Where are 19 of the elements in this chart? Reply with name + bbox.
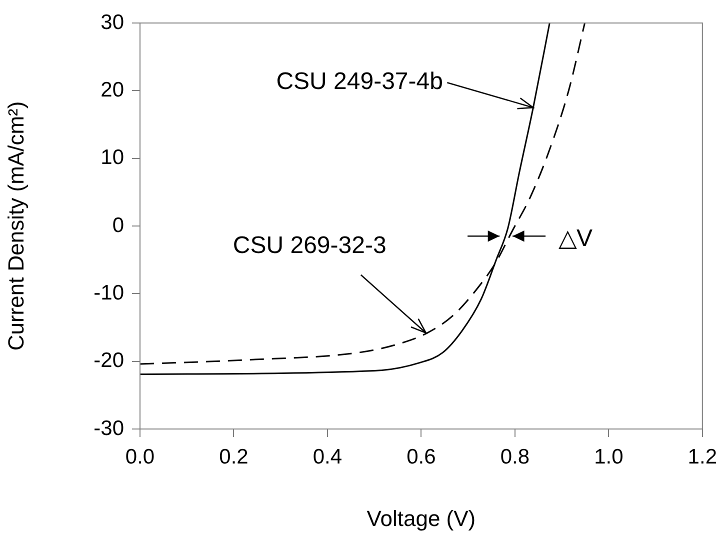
x-tick-label: 0.6 — [406, 445, 436, 468]
x-tick-label: 0.8 — [500, 445, 530, 468]
annotation: CSU 269-32-3 — [232, 232, 386, 259]
x-tick-label: 1.2 — [688, 445, 718, 468]
y-tick-label: -10 — [94, 281, 124, 304]
y-axis-title: Current Density (mA/cm²) — [3, 101, 28, 351]
x-tick-label: 1.0 — [594, 445, 624, 468]
x-axis-title: Voltage (V) — [366, 506, 476, 531]
annotation: △V — [558, 225, 593, 252]
x-tick-label: 0.0 — [125, 445, 155, 468]
y-tick-label: 20 — [100, 78, 124, 102]
y-tick-label: 30 — [100, 10, 124, 34]
y-tick-label: -20 — [94, 349, 124, 372]
y-tick-label: 0 — [112, 214, 124, 237]
x-tick-label: 0.4 — [312, 445, 342, 468]
y-tick-label: -30 — [94, 416, 124, 440]
y-tick-label: 10 — [100, 146, 124, 170]
x-tick-label: 0.2 — [219, 445, 248, 468]
annotation: CSU 249-37-4b — [276, 68, 443, 95]
